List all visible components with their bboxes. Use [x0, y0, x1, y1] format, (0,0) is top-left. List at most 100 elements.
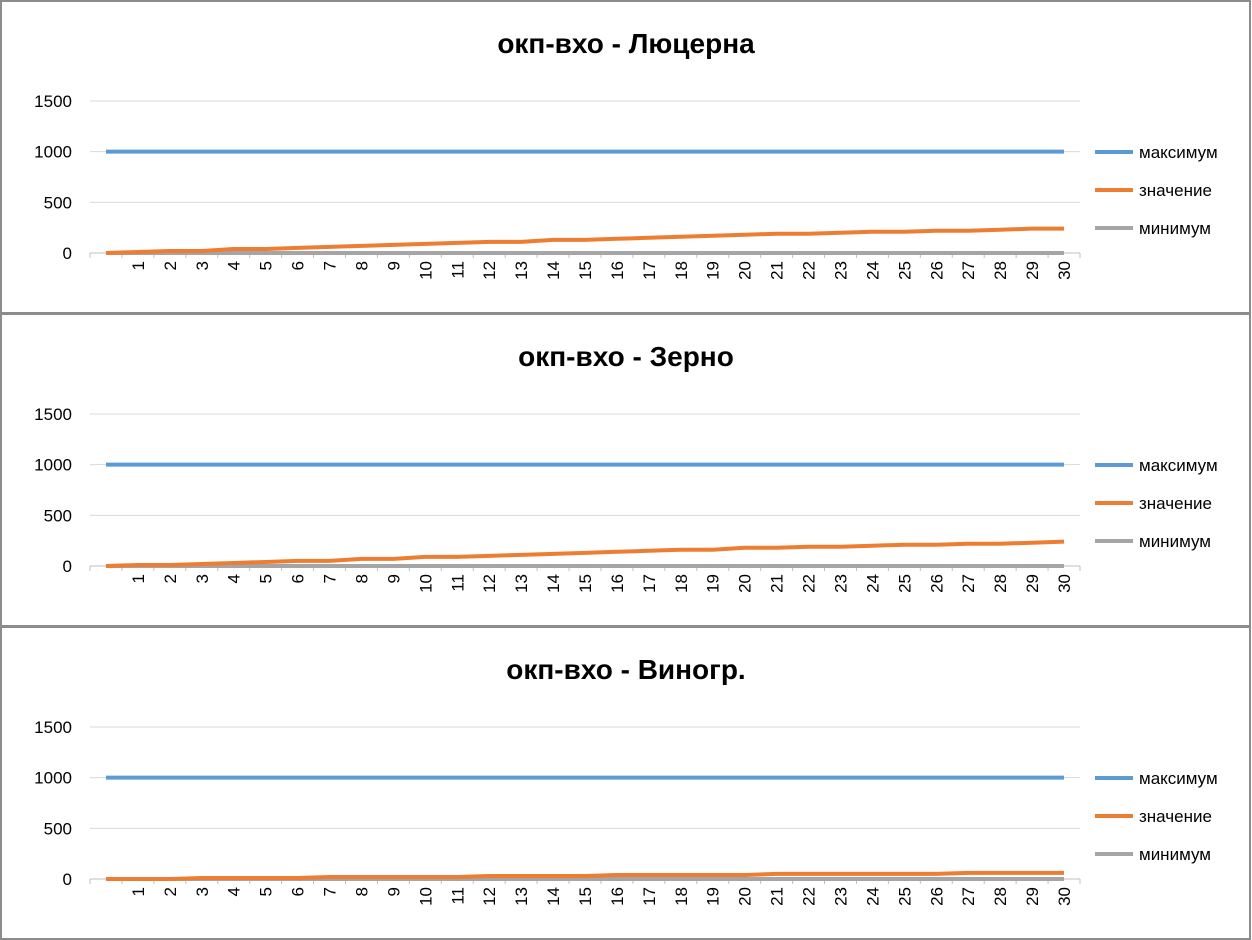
y-tick-label: 1500	[34, 405, 72, 424]
panel-border	[0, 313, 1251, 627]
x-tick-label: 4	[225, 261, 244, 270]
x-tick-label: 15	[576, 261, 595, 280]
chart-title: окп-вхо - Люцерна	[497, 28, 755, 59]
y-tick-label: 500	[44, 193, 72, 212]
x-tick-label: 6	[289, 261, 308, 270]
panel-border	[0, 626, 1251, 940]
x-tick-label: 1	[129, 261, 148, 270]
x-tick-label: 14	[544, 574, 563, 593]
legend-label: минимум	[1139, 532, 1211, 551]
x-tick-label: 25	[895, 887, 914, 906]
x-tick-label: 3	[193, 261, 212, 270]
x-tick-label: 30	[1055, 887, 1074, 906]
x-tick-label: 12	[480, 887, 499, 906]
x-tick-label: 29	[1023, 261, 1042, 280]
legend-label: минимум	[1139, 845, 1211, 864]
x-tick-label: 24	[863, 887, 882, 906]
x-tick-label: 17	[640, 261, 659, 280]
x-tick-label: 7	[321, 574, 340, 583]
x-tick-label: 1	[129, 574, 148, 583]
x-tick-label: 27	[959, 261, 978, 280]
x-tick-label: 21	[768, 574, 787, 593]
x-tick-label: 21	[768, 887, 787, 906]
x-tick-label: 26	[927, 261, 946, 280]
x-tick-label: 28	[991, 574, 1010, 593]
chart-title: окп-вхо - Виногр.	[506, 654, 745, 685]
x-tick-label: 11	[448, 887, 467, 905]
x-tick-label: 13	[512, 887, 531, 906]
x-tick-label: 30	[1055, 261, 1074, 280]
x-tick-label: 27	[959, 574, 978, 593]
x-tick-label: 4	[225, 574, 244, 583]
x-tick-label: 9	[384, 261, 403, 270]
x-tick-label: 9	[384, 887, 403, 896]
x-tick-label: 2	[161, 574, 180, 583]
legend-label: максимум	[1139, 456, 1218, 475]
x-tick-label: 5	[257, 574, 276, 583]
x-tick-label: 27	[959, 887, 978, 906]
x-tick-label: 18	[672, 887, 691, 906]
x-tick-label: 3	[193, 574, 212, 583]
x-tick-label: 5	[257, 261, 276, 270]
x-tick-label: 11	[448, 574, 467, 592]
x-tick-label: 16	[608, 574, 627, 593]
y-tick-label: 1000	[34, 769, 72, 788]
x-tick-label: 24	[863, 574, 882, 593]
x-tick-label: 23	[831, 261, 850, 280]
x-tick-label: 1	[129, 887, 148, 896]
x-tick-label: 25	[895, 574, 914, 593]
x-tick-label: 6	[289, 887, 308, 896]
x-tick-label: 2	[161, 261, 180, 270]
x-tick-label: 18	[672, 261, 691, 280]
x-tick-label: 7	[321, 261, 340, 270]
x-tick-label: 3	[193, 887, 212, 896]
x-tick-label: 20	[736, 887, 755, 906]
x-tick-label: 29	[1023, 887, 1042, 906]
x-tick-label: 8	[352, 261, 371, 270]
x-tick-label: 29	[1023, 574, 1042, 593]
x-tick-label: 22	[800, 887, 819, 906]
x-tick-label: 9	[384, 574, 403, 583]
x-tick-label: 13	[512, 261, 531, 280]
y-tick-label: 500	[44, 819, 72, 838]
x-tick-label: 22	[800, 261, 819, 280]
x-tick-label: 13	[512, 574, 531, 593]
x-tick-label: 21	[768, 261, 787, 280]
x-tick-label: 7	[321, 887, 340, 896]
x-tick-label: 16	[608, 261, 627, 280]
legend-label: значение	[1139, 181, 1212, 200]
x-tick-label: 17	[640, 574, 659, 593]
series-line	[105, 539, 1065, 568]
legend-label: максимум	[1139, 143, 1218, 162]
x-tick-label: 24	[863, 261, 882, 280]
x-tick-label: 8	[352, 887, 371, 896]
y-tick-label: 1000	[34, 456, 72, 475]
series-line	[105, 226, 1065, 255]
x-tick-label: 8	[352, 574, 371, 583]
x-tick-label: 23	[831, 887, 850, 906]
x-tick-label: 6	[289, 574, 308, 583]
x-tick-label: 19	[704, 261, 723, 280]
x-tick-label: 16	[608, 887, 627, 906]
x-tick-label: 19	[704, 887, 723, 906]
x-tick-label: 19	[704, 574, 723, 593]
x-tick-label: 20	[736, 261, 755, 280]
y-tick-label: 1500	[34, 718, 72, 737]
y-tick-label: 0	[63, 557, 72, 576]
x-tick-label: 15	[576, 574, 595, 593]
x-tick-label: 25	[895, 261, 914, 280]
x-tick-label: 10	[416, 574, 435, 593]
x-tick-label: 23	[831, 574, 850, 593]
x-tick-label: 26	[927, 887, 946, 906]
x-tick-label: 15	[576, 887, 595, 906]
x-tick-label: 20	[736, 574, 755, 593]
x-tick-label: 22	[800, 574, 819, 593]
x-tick-label: 30	[1055, 574, 1074, 593]
y-tick-label: 0	[63, 244, 72, 263]
y-tick-label: 500	[44, 506, 72, 525]
x-tick-label: 2	[161, 887, 180, 896]
